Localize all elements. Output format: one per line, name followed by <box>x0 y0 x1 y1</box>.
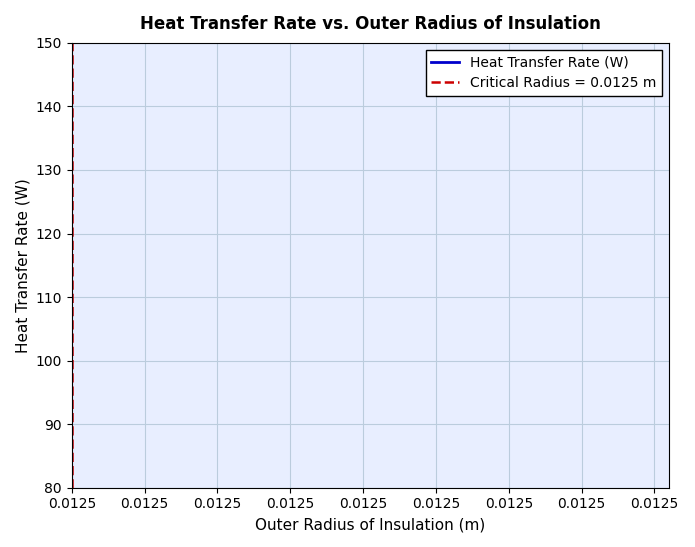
Title: Heat Transfer Rate vs. Outer Radius of Insulation: Heat Transfer Rate vs. Outer Radius of I… <box>140 15 601 33</box>
X-axis label: Outer Radius of Insulation (m): Outer Radius of Insulation (m) <box>255 517 486 532</box>
Legend: Heat Transfer Rate (W), Critical Radius = 0.0125 m: Heat Transfer Rate (W), Critical Radius … <box>426 50 662 96</box>
Y-axis label: Heat Transfer Rate (W): Heat Transfer Rate (W) <box>15 178 30 353</box>
